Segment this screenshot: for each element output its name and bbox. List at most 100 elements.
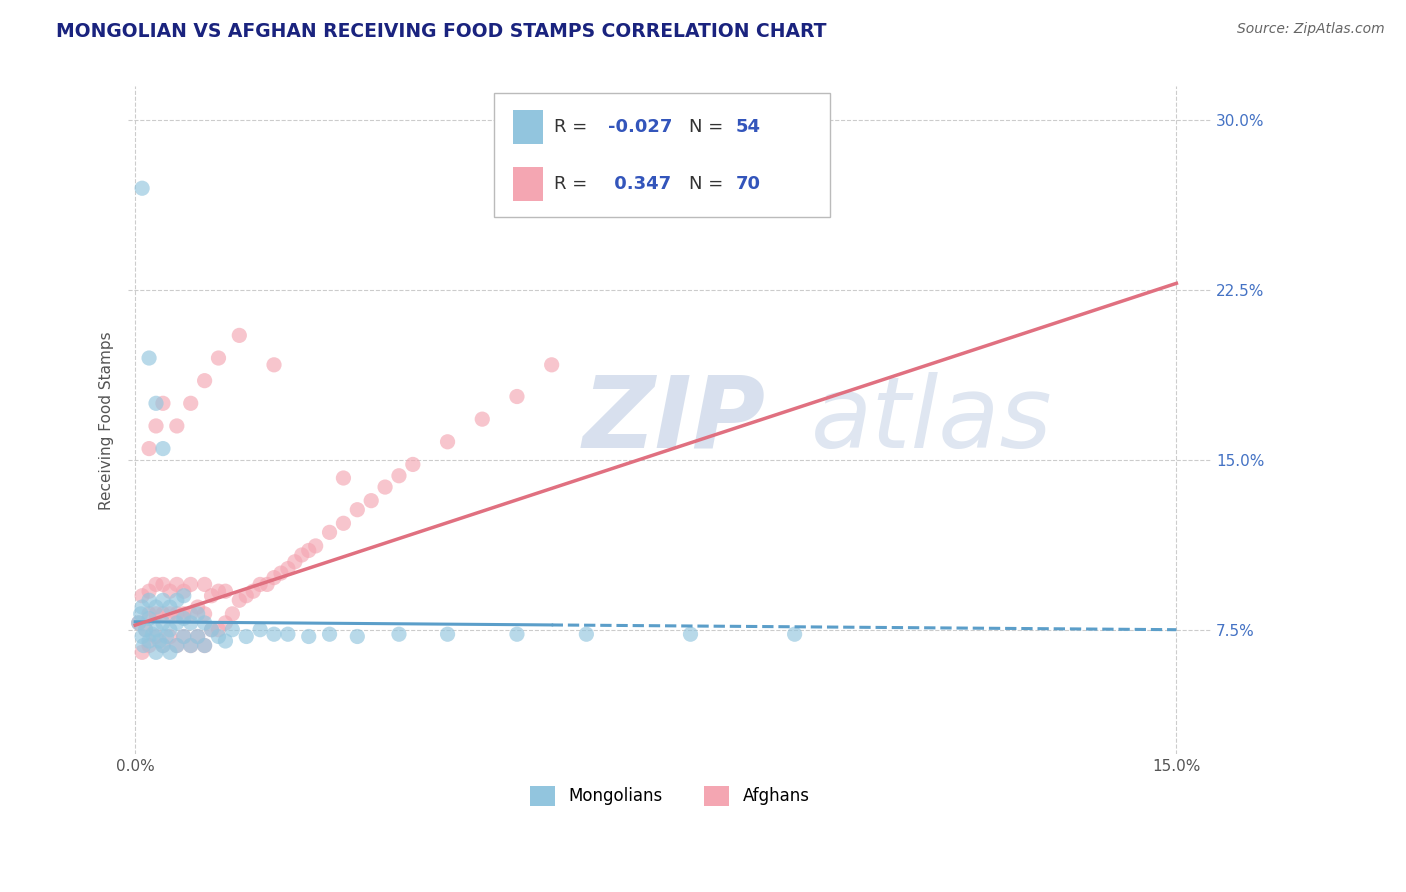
- Text: -0.027: -0.027: [607, 118, 672, 136]
- Point: [138, 593, 160, 607]
- Legend: Mongolians, Afghans: Mongolians, Afghans: [523, 779, 815, 813]
- Point: [214, 584, 236, 599]
- Point: [152, 577, 174, 591]
- FancyBboxPatch shape: [495, 93, 830, 217]
- Point: [159, 623, 181, 637]
- Point: [298, 543, 321, 558]
- Point: [152, 639, 174, 653]
- Text: Source: ZipAtlas.com: Source: ZipAtlas.com: [1237, 22, 1385, 37]
- Point: [332, 516, 354, 531]
- Point: [263, 627, 285, 641]
- Point: [207, 623, 229, 637]
- Point: [506, 627, 529, 641]
- Point: [436, 627, 458, 641]
- Point: [332, 471, 354, 485]
- Point: [152, 442, 174, 456]
- Point: [152, 396, 174, 410]
- Point: [242, 584, 264, 599]
- Point: [166, 419, 188, 434]
- Text: N =: N =: [689, 118, 724, 136]
- Point: [166, 639, 188, 653]
- Point: [155, 630, 177, 644]
- Point: [145, 419, 167, 434]
- Point: [180, 639, 202, 653]
- Point: [138, 639, 160, 653]
- Point: [360, 493, 382, 508]
- Point: [159, 607, 181, 621]
- Point: [145, 396, 167, 410]
- Point: [131, 181, 153, 195]
- Point: [200, 589, 222, 603]
- Text: R =: R =: [554, 118, 588, 136]
- Point: [318, 525, 340, 540]
- Bar: [513, 167, 543, 202]
- Point: [173, 589, 195, 603]
- Point: [305, 539, 328, 553]
- Point: [131, 589, 153, 603]
- Point: [159, 645, 181, 659]
- Point: [152, 615, 174, 630]
- Point: [145, 645, 167, 659]
- Point: [346, 502, 368, 516]
- Point: [277, 627, 299, 641]
- Point: [138, 584, 160, 599]
- Y-axis label: Receiving Food Stamps: Receiving Food Stamps: [100, 331, 114, 509]
- Point: [256, 577, 278, 591]
- Point: [132, 639, 155, 653]
- Point: [141, 627, 163, 641]
- Point: [214, 615, 236, 630]
- Point: [436, 434, 458, 449]
- Point: [152, 593, 174, 607]
- Point: [783, 627, 806, 641]
- Point: [346, 630, 368, 644]
- Point: [207, 584, 229, 599]
- Point: [173, 611, 195, 625]
- Text: 70: 70: [735, 175, 761, 193]
- Point: [228, 593, 250, 607]
- Point: [506, 390, 529, 404]
- Point: [180, 607, 202, 621]
- Point: [145, 600, 167, 615]
- Point: [471, 412, 494, 426]
- Point: [138, 442, 160, 456]
- Point: [187, 630, 209, 644]
- Point: [173, 607, 195, 621]
- Point: [263, 571, 285, 585]
- Point: [298, 630, 321, 644]
- Point: [194, 577, 217, 591]
- Point: [180, 396, 202, 410]
- Point: [318, 627, 340, 641]
- Point: [145, 623, 167, 637]
- Point: [166, 639, 188, 653]
- Text: R =: R =: [554, 175, 588, 193]
- Point: [291, 548, 314, 562]
- Point: [194, 374, 217, 388]
- Point: [131, 630, 153, 644]
- Point: [166, 607, 188, 621]
- Point: [173, 584, 195, 599]
- Point: [152, 607, 174, 621]
- Point: [166, 577, 188, 591]
- Point: [159, 600, 181, 615]
- Point: [128, 615, 150, 630]
- Point: [194, 639, 217, 653]
- Point: [128, 615, 150, 630]
- Point: [235, 589, 257, 603]
- Point: [148, 634, 170, 648]
- Point: [235, 630, 257, 644]
- Point: [135, 623, 157, 637]
- Point: [180, 639, 202, 653]
- Point: [575, 627, 598, 641]
- Point: [228, 328, 250, 343]
- Point: [194, 615, 217, 630]
- Point: [187, 630, 209, 644]
- Point: [207, 351, 229, 365]
- Point: [540, 358, 562, 372]
- Point: [145, 607, 167, 621]
- Text: 54: 54: [735, 118, 761, 136]
- Point: [145, 630, 167, 644]
- Point: [138, 611, 160, 625]
- Text: 0.347: 0.347: [607, 175, 671, 193]
- Point: [131, 600, 153, 615]
- Point: [249, 623, 271, 637]
